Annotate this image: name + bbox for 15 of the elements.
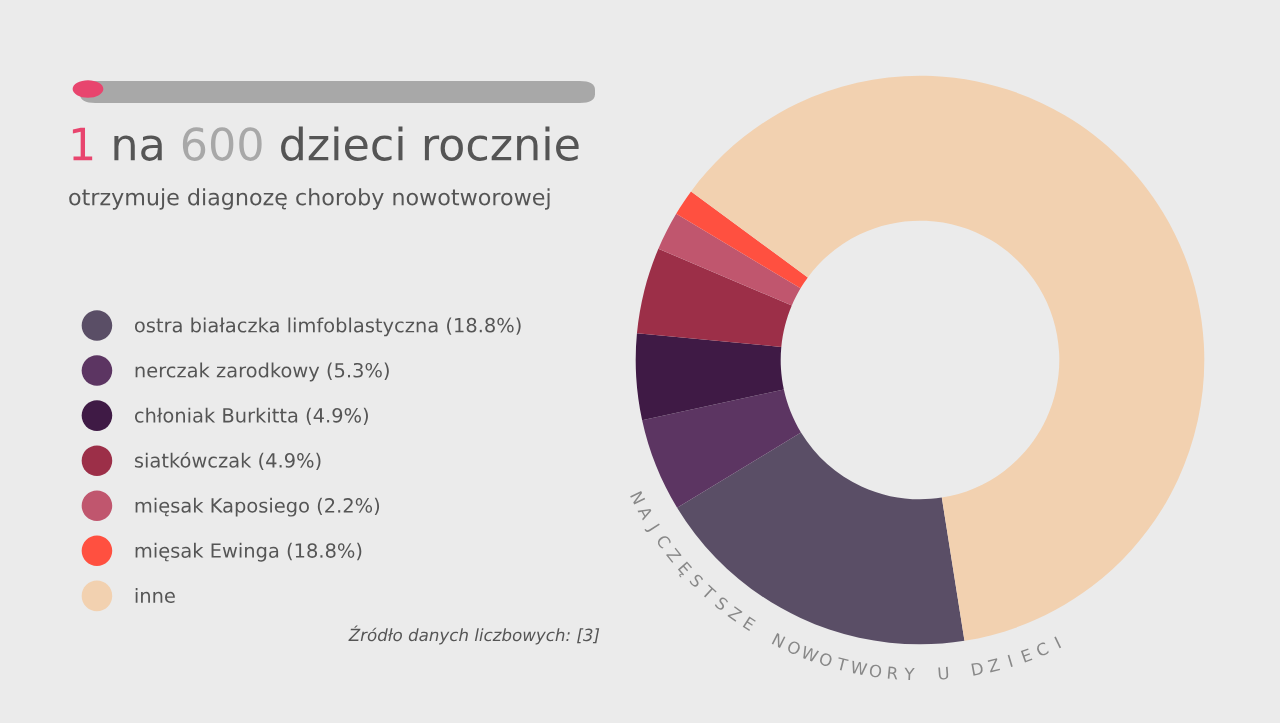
text: otrzymuje diagnozę choroby nowotworowej xyxy=(69,188,550,210)
donut-slice xyxy=(635,333,784,421)
donut-slice xyxy=(636,248,792,347)
legend-label: inne xyxy=(135,587,175,603)
legend-label: siatkówczak (4.9%) xyxy=(134,451,321,471)
donut-slice xyxy=(658,213,801,306)
legend-label: mięsak Kaposiego (2.2%) xyxy=(135,497,380,517)
legend-label: ostra białaczka limfoblastyczna (18.8%) xyxy=(134,317,521,337)
donut-slice xyxy=(676,191,808,289)
text: 1 na 600 dzieci rocznie xyxy=(72,126,579,161)
legend-label: nerczak zarodkowy (5.3%) xyxy=(135,362,389,382)
text: NAJCZĘSTSZE NOWOTWORY U DZIECI xyxy=(630,490,1062,681)
legend-label: chłoniak Burkitta (4.9%) xyxy=(134,407,368,425)
text: Źródło danych liczbowych: [3] xyxy=(348,625,600,645)
legend-label: mięsak Ewinga (18.8%) xyxy=(135,542,362,562)
